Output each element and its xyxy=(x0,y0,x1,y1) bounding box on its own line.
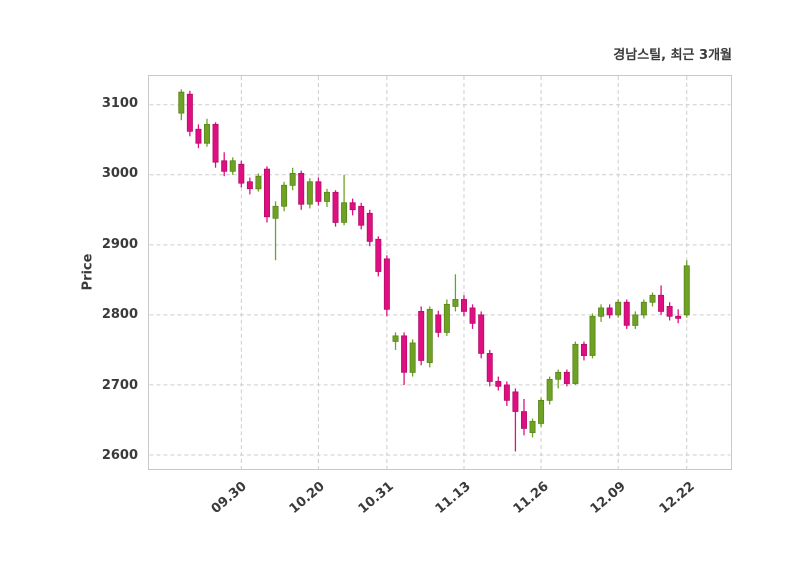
candle-body-down xyxy=(623,301,630,326)
candle-body-up xyxy=(392,335,399,342)
candle-body-up xyxy=(426,308,433,363)
plot-area xyxy=(148,75,732,470)
x-tick-label: 12.09 xyxy=(587,479,629,517)
candle-body-down xyxy=(195,128,202,144)
candlestick-svg xyxy=(149,76,731,469)
x-tick-label: 11.13 xyxy=(432,479,474,517)
candle-body-up xyxy=(649,294,656,303)
candle-body-down xyxy=(358,205,365,226)
candle-body-down xyxy=(658,294,665,312)
candle-body-down xyxy=(332,191,339,223)
candle-body-up xyxy=(632,314,639,326)
candle-body-down xyxy=(349,202,356,211)
candle-body-up xyxy=(306,181,313,205)
candle-body-down xyxy=(383,258,390,310)
candle-body-down xyxy=(563,371,570,384)
candle-body-down xyxy=(469,307,476,324)
candle-body-down xyxy=(435,314,442,333)
candle-body-up xyxy=(323,191,330,202)
candle-body-up xyxy=(640,301,647,316)
chart-title: 경남스틸, 최근 3개월 xyxy=(613,48,732,63)
y-tick-label: 2600 xyxy=(101,447,138,463)
candle-body-down xyxy=(486,352,493,382)
candle-body-down xyxy=(221,160,228,172)
candle-body-up xyxy=(281,184,288,207)
x-tick-label: 09.30 xyxy=(208,479,250,517)
candle-body-up xyxy=(443,303,450,333)
x-tick-label: 12.22 xyxy=(656,479,698,517)
x-tick-label: 10.31 xyxy=(355,479,397,517)
y-tick-label: 3100 xyxy=(101,95,138,111)
candle-body-down xyxy=(375,238,382,272)
candle-body-down xyxy=(606,307,613,316)
candle-body-down xyxy=(460,299,467,312)
candle-body-down xyxy=(246,181,253,190)
candle-body-up xyxy=(341,202,348,223)
candle-body-down xyxy=(418,311,425,361)
candle-body-up xyxy=(615,301,622,316)
candle-body-down xyxy=(401,335,408,373)
x-tick-label: 11.26 xyxy=(510,479,552,517)
candle-body-down xyxy=(315,181,322,202)
y-tick-label: 2900 xyxy=(101,236,138,252)
candle-body-down xyxy=(238,163,245,184)
candle-body-up xyxy=(409,342,416,373)
y-tick-label: 2700 xyxy=(101,377,138,393)
x-tick-label: 10.20 xyxy=(286,479,328,517)
y-axis-label: Price xyxy=(80,253,96,291)
candle-body-down xyxy=(478,314,485,354)
candle-body-down xyxy=(503,384,510,401)
candle-body-up xyxy=(255,175,262,190)
candle-body-up xyxy=(572,343,579,384)
candle-body-down xyxy=(666,306,673,317)
candle-body-down xyxy=(512,391,519,412)
candle-body-up xyxy=(529,420,536,433)
candle-body-down xyxy=(366,212,373,242)
candle-body-up xyxy=(538,399,545,424)
y-tick-label: 3000 xyxy=(101,166,138,182)
candle-body-up xyxy=(452,299,459,307)
candle-body-down xyxy=(298,173,305,205)
candle-body-up xyxy=(229,160,236,172)
candle-body-up xyxy=(683,265,690,316)
candle-body-down xyxy=(263,168,270,218)
candle-body-down xyxy=(520,411,527,429)
candle-body-up xyxy=(204,123,210,144)
candle-body-up xyxy=(289,173,296,186)
candle-body-down xyxy=(675,315,682,319)
y-tick-label: 2800 xyxy=(101,307,138,323)
candle-body-down xyxy=(580,343,587,356)
candle-body-up xyxy=(546,378,553,401)
candle-body-up xyxy=(178,91,185,114)
candle-body-up xyxy=(589,315,596,356)
candle-body-down xyxy=(212,123,219,163)
candle-body-up xyxy=(555,371,562,380)
candle-body-down xyxy=(495,381,502,387)
candle-body-up xyxy=(272,205,279,219)
candle-body-down xyxy=(186,93,193,132)
candle-body-up xyxy=(598,307,605,317)
